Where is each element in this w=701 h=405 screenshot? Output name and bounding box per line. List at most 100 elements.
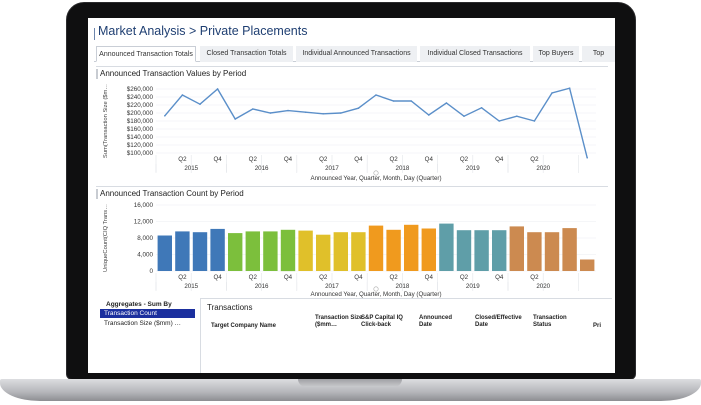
axis-handle-icon: [373, 170, 379, 176]
tab-individual-announced-transactions[interactable]: Individual Announced Transactions: [296, 46, 417, 62]
data-point: [463, 115, 465, 117]
laptop-screen: Market Analysis > Private Placements Ann…: [88, 18, 615, 373]
data-point: [375, 94, 377, 96]
column-header-pri[interactable]: Pri: [593, 323, 602, 329]
y-tick-label: $260,000: [127, 86, 154, 93]
data-point: [357, 107, 360, 109]
data-point: [181, 94, 184, 96]
data-point: [199, 103, 201, 105]
data-point: [533, 120, 536, 122]
bar: [474, 230, 489, 271]
column-header-announced-date[interactable]: Announced Date: [419, 315, 452, 328]
aggregate-transaction-count[interactable]: Transaction Count: [100, 309, 195, 318]
tab-top-buyers[interactable]: Top Buyers: [533, 46, 579, 62]
x-quarter-label: Q4: [284, 156, 293, 163]
x-quarter-label: Q2: [249, 156, 258, 163]
bar: [228, 233, 243, 271]
aggregate-transaction-size[interactable]: Transaction Size ($mm) …: [104, 320, 182, 327]
bar: [544, 232, 560, 271]
data-point: [340, 112, 342, 114]
tab-closed-transaction-totals[interactable]: Closed Transaction Totals: [200, 46, 293, 62]
bar: [210, 228, 225, 271]
bar: [562, 228, 577, 271]
x-year-label: 2016: [255, 165, 269, 172]
bar: [368, 225, 384, 271]
y-tick-label: $240,000: [127, 94, 154, 101]
bar: [492, 230, 507, 271]
data-point: [516, 115, 518, 117]
y-tick-label: $140,000: [127, 134, 154, 141]
x-quarter-label: Q2: [530, 274, 539, 281]
bar: [421, 228, 436, 271]
column-header-target-company[interactable]: Target Company Name: [211, 323, 276, 329]
count-chart-panel: Announced Transaction Count by Period 16…: [96, 186, 608, 298]
tab-top[interactable]: Top: [582, 46, 615, 62]
y-tick-label: $100,000: [127, 150, 154, 157]
bar: [263, 231, 278, 271]
bar: [157, 235, 172, 271]
data-point: [445, 102, 448, 104]
data-point: [304, 111, 307, 113]
data-point: [480, 107, 483, 109]
transactions-panel: Transactions Target Company Name Transac…: [200, 298, 612, 373]
x-quarter-label: Q4: [354, 156, 363, 163]
data-point: [428, 114, 430, 116]
data-point: [234, 118, 236, 120]
count-chart-title: Announced Transaction Count by Period: [100, 189, 244, 198]
x-quarter-label: Q2: [460, 274, 469, 281]
laptop-notch: [298, 379, 402, 387]
x-year-label: 2019: [466, 283, 480, 290]
series-line: [164, 87, 588, 158]
x-axis-title: Announced Year, Quarter, Month, Day (Qua…: [310, 291, 441, 298]
bar: [404, 224, 419, 271]
bar: [316, 234, 331, 271]
values-line-chart: $260,000$240,000$220,000$200,000$180,000…: [103, 84, 596, 182]
bar: [509, 226, 524, 271]
x-quarter-label: Q2: [389, 156, 398, 163]
bar: [456, 230, 472, 271]
x-year-label: 2018: [396, 283, 410, 290]
aggregates-title: Aggregates - Sum By: [106, 301, 172, 308]
data-point: [498, 120, 501, 122]
x-quarter-label: Q4: [425, 156, 434, 163]
data-point: [392, 100, 395, 102]
x-quarter-label: Q4: [284, 274, 293, 281]
column-header-click-back[interactable]: S&P Capital IQ Click-back: [361, 315, 403, 328]
column-header-transaction-size[interactable]: Transaction Size ($mm…: [315, 315, 363, 328]
y-tick-label: 4,000: [137, 252, 153, 259]
bar: [439, 223, 454, 271]
y-axis-title: Sum(Transaction Size ($m…: [103, 84, 109, 158]
x-quarter-label: Q2: [389, 274, 398, 281]
y-tick-label: $120,000: [127, 142, 154, 149]
column-header-closed-date[interactable]: Closed/Effective Date: [475, 315, 522, 328]
x-quarter-label: Q2: [178, 274, 187, 281]
column-header-transaction-status[interactable]: Transaction Status: [533, 315, 567, 328]
bar: [527, 232, 542, 271]
x-quarter-label: Q2: [319, 156, 328, 163]
tab-bar: Announced Transaction Totals Closed Tran…: [94, 46, 615, 62]
y-tick-label: $160,000: [127, 126, 154, 133]
bar: [298, 230, 313, 271]
x-quarter-label: Q2: [530, 156, 539, 163]
x-quarter-label: Q2: [460, 156, 469, 163]
panel-accent: [96, 189, 98, 199]
tab-individual-closed-transactions[interactable]: Individual Closed Transactions: [420, 46, 530, 62]
values-chart-title: Announced Transaction Values by Period: [100, 69, 247, 78]
x-year-label: 2019: [466, 165, 480, 172]
data-point: [410, 100, 413, 102]
aggregates-panel: Aggregates - Sum By Transaction Count Tr…: [100, 301, 195, 371]
tab-announced-transaction-totals[interactable]: Announced Transaction Totals: [96, 46, 196, 62]
x-quarter-label: Q2: [178, 156, 187, 163]
bar: [351, 232, 366, 271]
data-point: [551, 92, 553, 94]
data-point: [164, 115, 166, 117]
y-tick-label: $200,000: [127, 110, 154, 117]
x-axis-title: Announced Year, Quarter, Month, Day (Qua…: [310, 175, 441, 182]
bar: [192, 232, 208, 271]
title-accent: [94, 28, 95, 40]
x-quarter-label: Q2: [249, 274, 258, 281]
y-tick-label: 0: [149, 268, 153, 275]
transactions-title: Transactions: [207, 303, 253, 312]
y-tick-label: 16,000: [134, 202, 154, 209]
x-quarter-label: Q4: [354, 274, 363, 281]
